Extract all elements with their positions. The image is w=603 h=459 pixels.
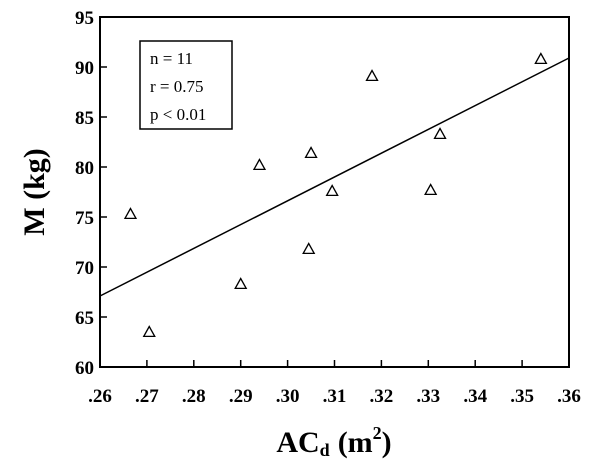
data-point-triangle — [252, 158, 267, 171]
stats-box: n = 11 r = 0.75 p < 0.01 — [139, 40, 233, 130]
data-points — [123, 52, 548, 338]
y-axis: 60 65 70 75 80 85 90 95 — [75, 8, 107, 379]
x-tick-label: .35 — [510, 386, 534, 407]
y-axis-title: M (kg) — [18, 148, 51, 235]
y-tick-label: 95 — [75, 8, 94, 29]
x-axis-title: ACd (m2) — [276, 423, 391, 459]
x-tick-label: .30 — [276, 386, 300, 407]
x-tick-label: .29 — [229, 386, 253, 407]
y-tick-label: 70 — [75, 258, 94, 279]
x-axis: .26 .27 .28 .29 .30 .31 .32 .33 .34 .35 .36 — [88, 360, 581, 407]
data-point-triangle — [365, 69, 379, 82]
data-point-triangle — [534, 52, 548, 65]
stats-box-frame — [139, 40, 233, 130]
y-tick-label: 60 — [75, 358, 94, 379]
y-tick-label: 75 — [75, 208, 94, 229]
regression-line — [99, 57, 570, 297]
x-tick-label: .34 — [463, 386, 487, 407]
data-point-triangle — [304, 146, 318, 159]
x-axis-title-subscript: d — [320, 440, 330, 459]
x-tick-label: .36 — [557, 386, 581, 407]
x-axis-title-unit-power: 2 — [373, 423, 382, 443]
x-tick-label: .26 — [88, 386, 112, 407]
x-tick-label: .27 — [135, 386, 159, 407]
data-point-triangle — [142, 325, 156, 338]
stats-r: r = 0.75 — [150, 77, 204, 96]
stats-p: p < 0.01 — [150, 105, 206, 124]
x-tick-label: .33 — [416, 386, 440, 407]
y-tick-label: 85 — [75, 108, 94, 129]
data-point-triangle — [302, 242, 316, 255]
y-tick-label: 80 — [75, 158, 94, 179]
x-tick-label: .28 — [182, 386, 206, 407]
x-axis-title-unit-close: ) — [382, 426, 392, 459]
x-axis-title-unit: (m — [338, 426, 373, 459]
x-tick-label: .31 — [323, 386, 347, 407]
data-point-triangle — [424, 183, 438, 196]
y-tick-label: 65 — [75, 308, 94, 329]
x-tick-label: .32 — [370, 386, 394, 407]
data-point-triangle — [325, 184, 339, 197]
data-point-triangle — [123, 207, 138, 220]
stats-n: n = 11 — [150, 49, 193, 68]
y-tick-label: 90 — [75, 58, 94, 79]
data-point-triangle — [433, 127, 447, 140]
data-point-triangle — [234, 277, 248, 290]
x-axis-title-main: AC — [276, 426, 319, 459]
